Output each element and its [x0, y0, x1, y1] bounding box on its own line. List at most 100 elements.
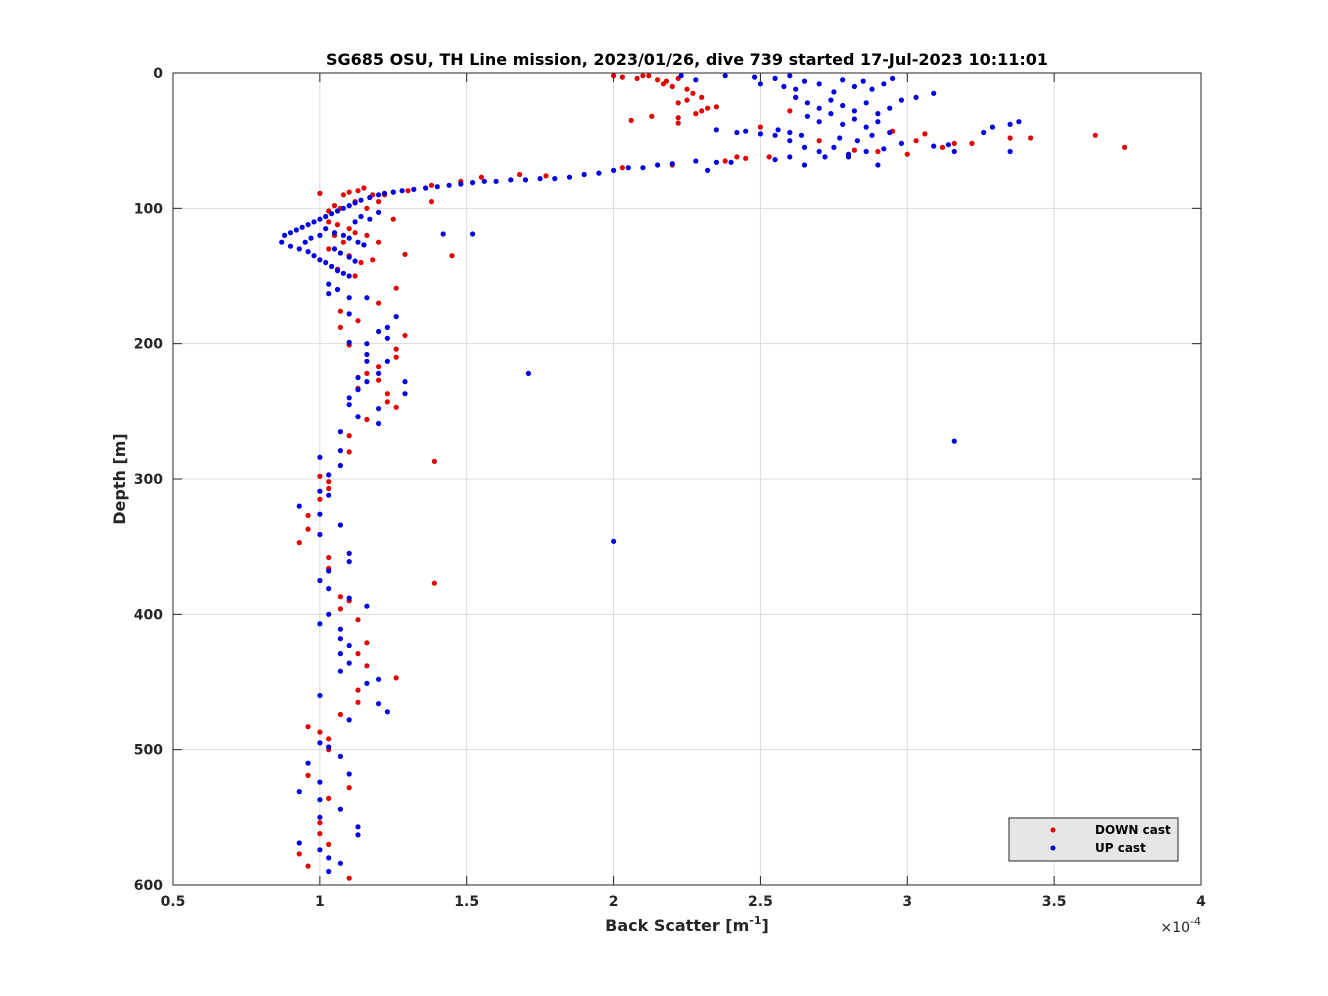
up-cast-point: [376, 209, 382, 215]
down-cast-point: [305, 863, 311, 869]
up-cast-point: [402, 379, 408, 385]
up-cast-point: [346, 395, 352, 401]
axis-ticks: 0.5 1 1.5 2 2.5 3 3.5 4 0 100 200 300 400 500 600: [134, 66, 1206, 910]
up-cast-point: [693, 158, 699, 164]
up-cast-point: [293, 227, 299, 233]
up-cast-point: [787, 138, 793, 144]
y-tick-label: 600: [134, 878, 163, 894]
up-cast-point: [669, 161, 675, 167]
up-cast-point: [302, 239, 308, 245]
up-cast-point: [655, 162, 661, 168]
down-cast-point: [355, 687, 361, 693]
down-cast-point: [543, 173, 549, 179]
up-cast-point: [863, 100, 869, 106]
down-cast-point: [340, 239, 346, 245]
up-cast-point: [851, 116, 858, 122]
down-cast-point: [305, 512, 311, 519]
up-cast-point: [361, 242, 367, 248]
down-cast-point: [402, 251, 408, 257]
up-cast-point: [346, 717, 352, 723]
up-cast-point: [317, 232, 323, 238]
x-tick-label: 3: [902, 894, 912, 910]
down-cast-point: [364, 370, 370, 376]
up-cast-point: [323, 259, 329, 266]
down-cast-point: [358, 259, 364, 266]
up-cast-point: [875, 111, 881, 117]
down-cast-point: [305, 526, 311, 532]
up-cast-point: [470, 180, 476, 186]
up-cast-point: [775, 127, 781, 133]
up-cast-point: [326, 586, 332, 592]
up-cast-point: [887, 105, 893, 111]
up-cast-point: [376, 406, 382, 412]
down-cast-point: [352, 273, 358, 279]
up-cast-point: [346, 273, 352, 279]
down-cast-point: [713, 104, 720, 110]
up-cast-point: [384, 324, 390, 330]
down-cast-point: [913, 138, 919, 144]
up-cast-point: [296, 246, 302, 252]
y-tick-label: 300: [134, 472, 163, 488]
down-cast-point: [364, 663, 370, 669]
up-cast-point: [804, 100, 811, 106]
up-cast-point: [390, 189, 396, 195]
up-cast-point: [772, 157, 778, 163]
up-cast-point: [282, 232, 288, 238]
down-cast-point: [675, 115, 681, 121]
up-cast-point: [355, 824, 361, 830]
up-cast-point: [376, 420, 382, 427]
x-tick-label: 4: [1196, 894, 1206, 910]
up-cast-point: [869, 86, 875, 92]
down-cast-point: [675, 120, 681, 126]
down-cast-point: [376, 364, 382, 370]
legend-label-up-cast: UP cast: [1095, 841, 1146, 855]
down-cast-point: [390, 216, 396, 222]
down-cast-point: [326, 485, 332, 492]
up-cast-point: [713, 159, 720, 165]
down-cast-point: [317, 190, 323, 196]
down-cast-point: [634, 75, 640, 81]
down-cast-point: [326, 246, 332, 252]
up-cast-point: [945, 142, 952, 148]
down-cast-point: [816, 138, 822, 144]
up-cast-point: [384, 335, 390, 341]
up-cast-point: [875, 162, 881, 168]
up-cast-point: [337, 806, 343, 812]
up-cast-point: [743, 128, 749, 134]
up-cast-point: [334, 268, 341, 274]
down-cast-point: [317, 831, 323, 837]
up-cast-point: [816, 119, 822, 125]
up-cast-point: [287, 230, 294, 236]
up-cast-point: [798, 132, 805, 138]
up-cast-point: [340, 270, 346, 276]
x-axis-label-close: ]: [762, 916, 769, 935]
down-cast-point: [684, 97, 690, 103]
down-cast-point: [352, 230, 358, 236]
down-cast-point: [364, 640, 370, 646]
up-cast-point: [334, 208, 341, 214]
up-cast-point: [837, 135, 843, 141]
down-cast-point: [346, 875, 352, 881]
up-cast-point: [317, 779, 323, 785]
up-cast-point: [352, 219, 358, 225]
down-cast-point: [364, 416, 370, 423]
down-cast-point: [346, 226, 352, 232]
up-cast-point: [508, 177, 514, 183]
up-cast-point: [381, 190, 388, 196]
down-cast-point: [655, 77, 661, 83]
up-cast-point: [337, 668, 343, 674]
down-cast-point: [402, 332, 408, 339]
up-cast-point: [346, 254, 352, 260]
y-axis-label: Depth [m]: [110, 433, 129, 525]
down-cast-point: [331, 203, 338, 209]
up-cast-point: [337, 522, 343, 528]
up-cast-point: [869, 132, 875, 138]
down-cast-point: [355, 617, 361, 623]
up-cast-point: [887, 129, 893, 136]
up-cast-point: [346, 771, 352, 777]
up-cast-point: [287, 243, 294, 249]
up-cast-point: [875, 119, 881, 125]
down-cast-point: [346, 449, 352, 455]
up-cast-point: [898, 97, 905, 103]
